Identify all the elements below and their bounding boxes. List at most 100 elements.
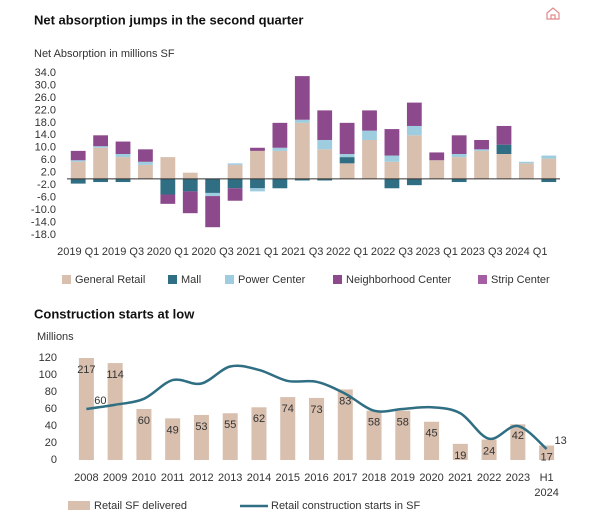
x-tick-label: 2023 Q1	[416, 246, 458, 258]
bar-value-label: 217	[77, 364, 95, 376]
chart-title: Net absorption jumps in the second quart…	[34, 12, 303, 27]
bar	[250, 178, 265, 189]
bar	[496, 125, 512, 145]
bar	[451, 178, 467, 183]
y-tick-label: 60	[45, 403, 57, 415]
legend-swatch	[68, 501, 90, 510]
bar	[518, 161, 534, 164]
bar	[451, 154, 467, 158]
x-tick-label: 2013	[218, 472, 242, 484]
line-value-label: 13	[554, 435, 566, 447]
legend-swatch	[62, 275, 71, 284]
bar	[406, 125, 422, 136]
x-tick-label: 2019 Q3	[102, 246, 144, 258]
bar	[406, 102, 422, 126]
bar	[406, 178, 422, 186]
bar-value-label: 114	[106, 369, 124, 381]
bar	[510, 424, 526, 460]
bar	[384, 129, 400, 156]
bar	[317, 178, 333, 181]
bar-value-label: 19	[454, 450, 466, 462]
bar	[205, 192, 221, 197]
bar	[451, 135, 467, 154]
bar	[384, 178, 400, 189]
bar	[452, 443, 468, 460]
bar	[406, 135, 422, 179]
bar	[541, 158, 557, 179]
y-tick-label: 34.0	[35, 67, 56, 79]
bar	[250, 188, 265, 192]
y-tick-label: 80	[45, 386, 57, 398]
home-icon[interactable]	[546, 7, 560, 20]
legend-swatch	[478, 275, 487, 284]
bar	[518, 163, 534, 179]
y-tick-label: -14.0	[31, 216, 56, 228]
bar	[227, 188, 243, 201]
bar	[93, 147, 109, 179]
x-tick-label: 2022 Q3	[371, 246, 413, 258]
bar	[138, 149, 153, 162]
bar	[339, 122, 355, 154]
legend-label: General Retail	[75, 274, 145, 286]
bar	[337, 389, 353, 460]
x-tick-label: 2021	[448, 472, 472, 484]
bar-value-label: 42	[512, 430, 524, 442]
legend-swatch	[333, 275, 342, 284]
bar	[541, 155, 557, 159]
legend-label: Power Center	[238, 274, 306, 286]
legend-label: Mall	[181, 274, 201, 286]
bar	[250, 147, 265, 151]
bar	[424, 421, 440, 460]
bar-value-label: 53	[195, 421, 207, 433]
x-tick-label: 2022 Q1	[326, 246, 368, 258]
x-tick-label: 2020	[419, 472, 443, 484]
bar	[165, 418, 181, 460]
bar	[339, 154, 355, 158]
y-tick-label: 22.0	[35, 104, 56, 116]
bar	[193, 414, 209, 460]
legend-label: Retail SF delivered	[94, 500, 187, 512]
bar	[70, 178, 86, 184]
bar	[395, 410, 411, 460]
bar	[272, 122, 288, 148]
bar	[70, 160, 86, 162]
bar	[138, 164, 153, 179]
legend-swatch	[225, 275, 234, 284]
bar	[481, 439, 497, 460]
bar	[317, 149, 333, 179]
x-tick-label: 2008	[74, 472, 98, 484]
bar	[93, 178, 109, 183]
y-tick-label: 10.0	[35, 142, 56, 154]
bar	[294, 178, 310, 181]
y-tick-label: 0	[51, 454, 57, 466]
x-tick-label: 2018	[362, 472, 386, 484]
legend-swatch	[168, 275, 177, 284]
bar	[294, 122, 310, 179]
bar-value-label: 58	[397, 417, 409, 429]
bar-value-label: 60	[138, 415, 150, 427]
y-tick-label: -10.0	[31, 204, 56, 216]
bar	[496, 154, 512, 179]
bar	[362, 110, 377, 131]
x-tick-label: 2016	[304, 472, 328, 484]
y-tick-label: -18.0	[31, 229, 56, 241]
y-tick-label: 18.0	[35, 117, 56, 129]
y-tick-label: -6.0	[37, 192, 56, 204]
x-tick-label: 2021 Q3	[281, 246, 323, 258]
bar-value-label: 73	[310, 404, 322, 416]
bar	[541, 178, 557, 183]
bar	[182, 172, 198, 179]
bar-value-label: 17	[540, 451, 552, 463]
legend-label: Retail construction starts in SF	[271, 500, 420, 512]
x-tick-label: 2009	[103, 472, 127, 484]
bar	[294, 76, 310, 120]
bar-value-label: 58	[368, 417, 380, 429]
bar	[362, 139, 377, 179]
bar	[474, 149, 489, 151]
y-axis-label: Net Absorption in millions SF	[34, 48, 175, 60]
x-tick-label: 2023 Q3	[460, 246, 502, 258]
bar	[160, 194, 176, 204]
x-tick-label: 2014	[247, 472, 271, 484]
bar	[250, 150, 265, 179]
